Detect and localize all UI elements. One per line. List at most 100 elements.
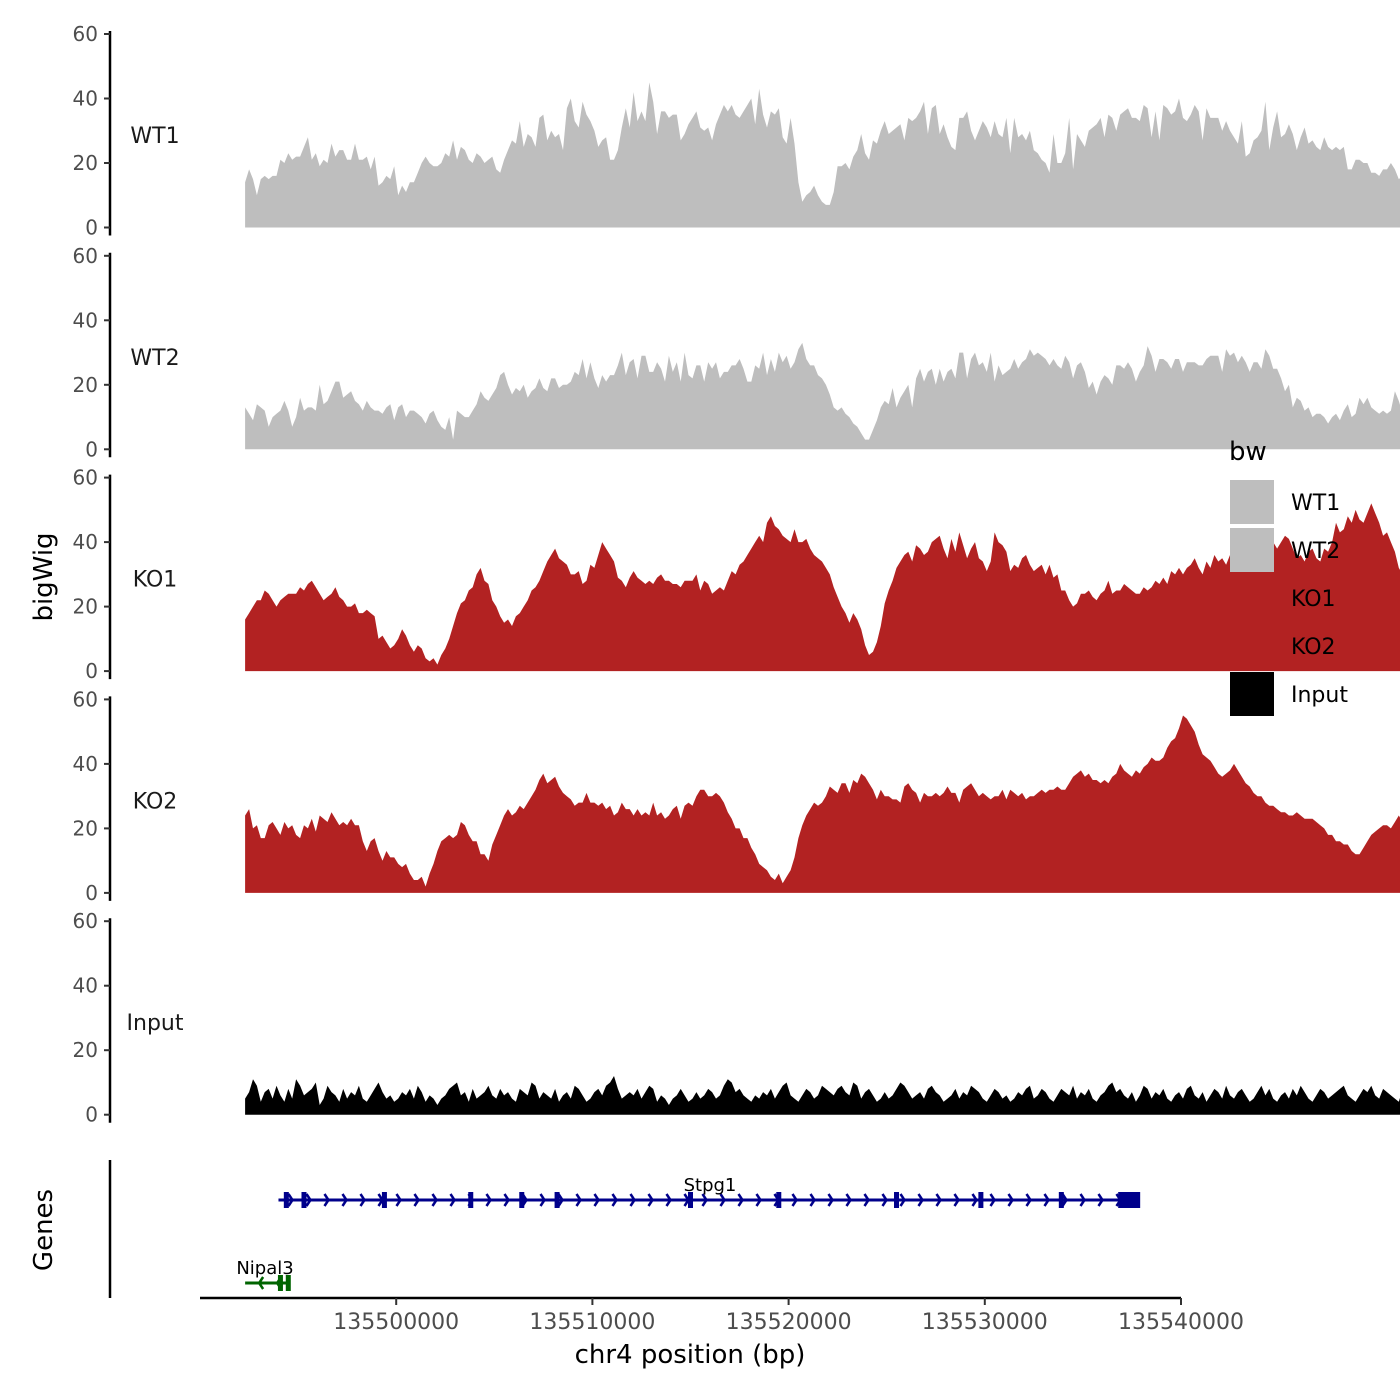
strand-arrow bbox=[539, 1193, 546, 1207]
strand-arrow bbox=[341, 1193, 348, 1207]
strand-arrow bbox=[593, 1193, 600, 1207]
track-label: KO2 bbox=[133, 789, 178, 814]
y-tick-label: 60 bbox=[73, 244, 98, 268]
strand-arrow bbox=[845, 1193, 852, 1207]
coverage-area-ko2 bbox=[245, 715, 1400, 893]
coverage-area-ko1 bbox=[245, 503, 1400, 672]
legend-key-wt1 bbox=[1230, 480, 1274, 524]
strand-arrow bbox=[413, 1193, 420, 1207]
legend-label: Input bbox=[1291, 683, 1348, 708]
track-ko2: 0 20 40 60 KO2 bbox=[73, 687, 1400, 905]
strand-arrow bbox=[863, 1193, 870, 1207]
strand-arrow bbox=[629, 1193, 636, 1207]
strand-arrow bbox=[485, 1193, 492, 1207]
strand-arrow bbox=[719, 1193, 726, 1207]
strand-arrow bbox=[665, 1193, 672, 1207]
strand-arrow bbox=[287, 1193, 294, 1207]
legend: bw WT1 WT2 KO1 KO2 Input bbox=[1229, 437, 1348, 716]
y-tick-label: 0 bbox=[85, 659, 98, 683]
x-tick-label: 135530000 bbox=[922, 1310, 1048, 1335]
strand-arrow bbox=[305, 1193, 312, 1207]
strand-arrow bbox=[1097, 1193, 1104, 1207]
strand-arrow bbox=[971, 1193, 978, 1207]
legend-label: WT2 bbox=[1291, 539, 1340, 564]
track-wt1: 0 20 40 60 WT1 bbox=[73, 22, 1400, 240]
strand-arrow bbox=[935, 1193, 942, 1207]
y-tick-label: 60 bbox=[73, 466, 98, 490]
y-tick-label: 40 bbox=[73, 974, 98, 998]
y-tick-label: 20 bbox=[73, 595, 98, 619]
exon bbox=[519, 1192, 525, 1208]
exon bbox=[776, 1192, 782, 1208]
strand-arrow bbox=[1025, 1193, 1032, 1207]
y-tick-label: 60 bbox=[73, 687, 98, 711]
legend-key-wt2 bbox=[1230, 528, 1274, 572]
exon bbox=[283, 1192, 289, 1208]
x-tick-label: 135510000 bbox=[529, 1310, 655, 1335]
strand-arrow bbox=[989, 1193, 996, 1207]
gene-label: Stpg1 bbox=[684, 1175, 737, 1196]
gene-panel: Stpg1 Nipal3 bbox=[108, 1160, 1141, 1298]
track-wt2: 0 20 40 60 WT2 bbox=[73, 244, 1400, 461]
strand-arrow bbox=[737, 1193, 744, 1207]
strand-arrow bbox=[701, 1193, 708, 1207]
exon bbox=[1118, 1192, 1141, 1208]
strand-arrow bbox=[1007, 1193, 1014, 1207]
coverage-area-input bbox=[245, 1076, 1400, 1115]
legend-key-ko2 bbox=[1230, 624, 1274, 668]
exon bbox=[301, 1192, 307, 1208]
legend-key-input bbox=[1230, 672, 1274, 716]
y-axis-title-bigwig: bigWig bbox=[29, 532, 59, 621]
strand-arrow bbox=[647, 1193, 654, 1207]
exon bbox=[285, 1275, 291, 1291]
gene-nipal3: Nipal3 bbox=[236, 1258, 294, 1291]
strand-arrow bbox=[899, 1193, 906, 1207]
y-tick-label: 60 bbox=[73, 22, 98, 46]
exon bbox=[1058, 1192, 1064, 1208]
y-tick-label: 20 bbox=[73, 151, 98, 175]
legend-label: KO2 bbox=[1291, 635, 1336, 660]
y-tick-label: 0 bbox=[85, 881, 98, 905]
exon bbox=[894, 1192, 900, 1208]
strand-arrow bbox=[557, 1193, 564, 1207]
y-tick-label: 60 bbox=[73, 909, 98, 933]
strand-arrow bbox=[809, 1193, 816, 1207]
x-axis-title: chr4 position (bp) bbox=[575, 1340, 806, 1370]
strand-arrow bbox=[323, 1193, 330, 1207]
track-label: KO1 bbox=[133, 568, 178, 593]
strand-arrow bbox=[1043, 1193, 1050, 1207]
track-panels: 0 20 40 60 WT1 0 20 40 60 WT2 0 20 40 60 KO1 0 20 40 60 KO2… bbox=[73, 22, 1400, 1127]
track-label: WT2 bbox=[130, 346, 179, 371]
strand-arrow bbox=[431, 1193, 438, 1207]
y-tick-label: 20 bbox=[73, 816, 98, 840]
gene-stpg1: Stpg1 bbox=[278, 1175, 1141, 1208]
y-tick-label: 40 bbox=[73, 308, 98, 332]
x-tick-label: 135500000 bbox=[333, 1310, 459, 1335]
strand-arrow bbox=[1079, 1193, 1086, 1207]
strand-arrow bbox=[503, 1193, 510, 1207]
x-tick-label: 135540000 bbox=[1118, 1310, 1244, 1335]
coverage-area-wt1 bbox=[245, 82, 1400, 228]
strand-arrow bbox=[953, 1193, 960, 1207]
y-tick-label: 0 bbox=[85, 216, 98, 240]
strand-arrow bbox=[881, 1193, 888, 1207]
strand-arrow bbox=[917, 1193, 924, 1207]
legend-key-ko1 bbox=[1230, 576, 1274, 620]
y-tick-label: 40 bbox=[73, 752, 98, 776]
y-tick-label: 20 bbox=[73, 1038, 98, 1062]
track-input: 0 20 40 60 Input bbox=[73, 909, 1400, 1127]
exon bbox=[688, 1192, 693, 1208]
y-tick-label: 40 bbox=[73, 530, 98, 554]
y-tick-label: 0 bbox=[85, 1103, 98, 1127]
legend-label: KO1 bbox=[1291, 587, 1336, 612]
strand-arrow bbox=[755, 1193, 762, 1207]
exon bbox=[381, 1192, 387, 1208]
track-label: WT1 bbox=[130, 124, 179, 149]
y-tick-label: 40 bbox=[73, 87, 98, 111]
strand-arrow bbox=[359, 1193, 366, 1207]
y-axis-title-genes: Genes bbox=[29, 1189, 59, 1271]
strand-arrow bbox=[257, 1276, 265, 1290]
exon bbox=[554, 1192, 560, 1208]
track-ko1: 0 20 40 60 KO1 bbox=[73, 466, 1400, 683]
